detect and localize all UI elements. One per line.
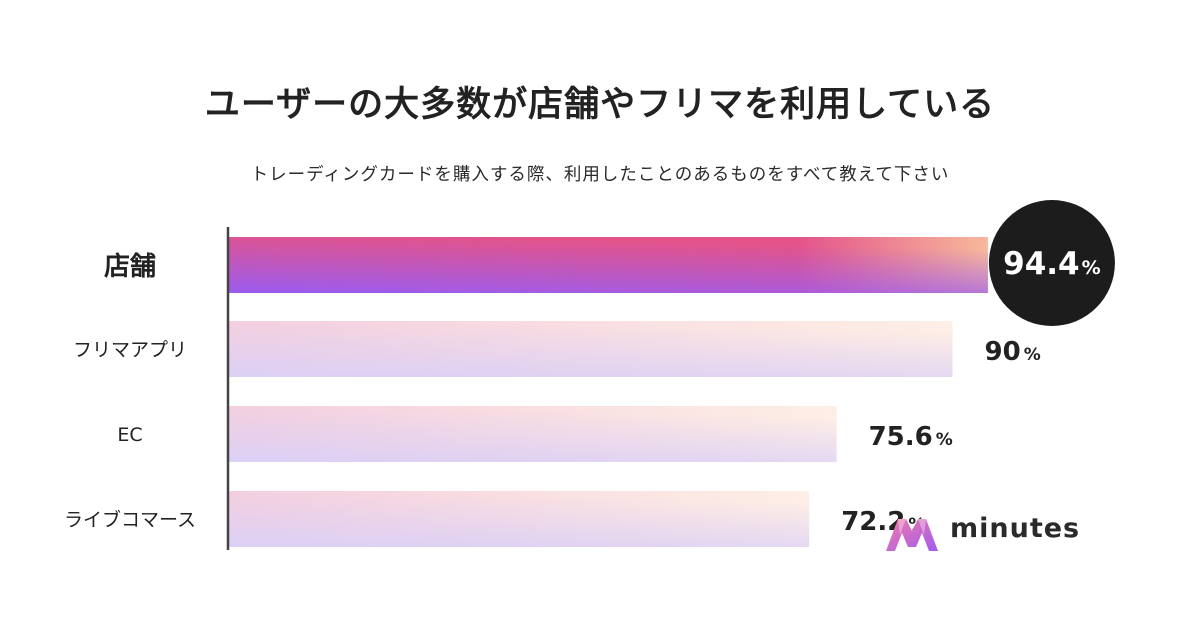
category-label-1: フリマアプリ [73, 339, 187, 361]
minutes-logo-icon [886, 519, 938, 551]
chart-subtitle: トレーディングカードを購入する際、利用したことのあるものをすべて教えて下さい [250, 165, 950, 185]
category-label-2: EC [117, 424, 142, 446]
value-label-1: 90% [985, 337, 1041, 367]
highlight-badge [988, 200, 1115, 326]
category-label-0: 店舗 [104, 252, 156, 282]
bar-overlay-2 [228, 406, 837, 462]
brand-name: minutes [950, 513, 1081, 544]
value-label-2: 75.6% [869, 422, 953, 452]
chart-title: ユーザーの大多数が店舗やフリマを利用している [204, 85, 996, 125]
value-label-0: 94.4% [1003, 246, 1101, 282]
bar-overlay-0 [228, 237, 988, 293]
category-label-3: ライブコマース [64, 508, 196, 531]
bar-overlay-1 [228, 321, 953, 377]
bar-overlay-3 [228, 491, 810, 547]
